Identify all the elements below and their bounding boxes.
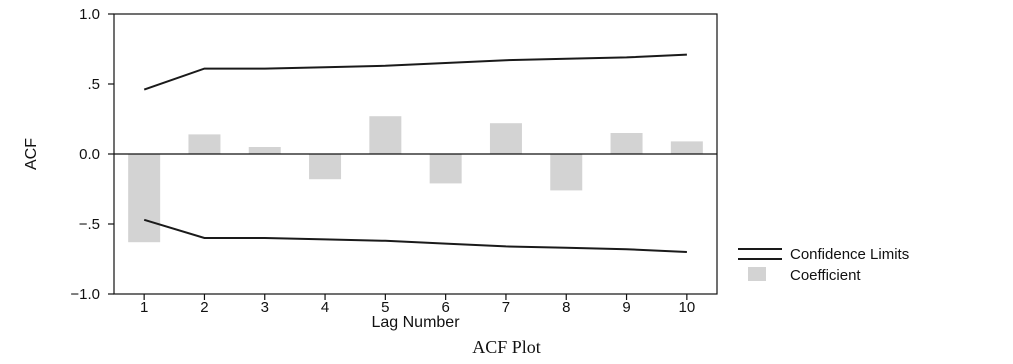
- bar-lag-7: [489, 123, 522, 154]
- legend: Confidence Limits Coefficient: [738, 246, 909, 284]
- x-tick-label: 10: [679, 299, 696, 316]
- x-tick-label: 2: [200, 299, 208, 316]
- figure-caption: ACF Plot: [472, 337, 541, 357]
- bar-lag-5: [369, 116, 402, 154]
- y-tick-label: −1.0: [70, 286, 100, 303]
- bar-lag-2: [188, 134, 221, 154]
- x-tick-label: 7: [502, 299, 510, 316]
- bar-lag-10: [670, 141, 703, 154]
- x-tick-label: 9: [622, 299, 630, 316]
- x-tick-label: 1: [140, 299, 148, 316]
- x-tick-label: 6: [441, 299, 449, 316]
- y-axis-ticks: 1.0 .5 0.0 −.5 −1.0: [70, 6, 114, 303]
- y-tick-label: 1.0: [79, 6, 100, 23]
- bars-group: [128, 116, 703, 243]
- legend-label-coefficient: Coefficient: [790, 267, 861, 284]
- bar-lag-4: [309, 154, 342, 180]
- y-tick-label: .5: [87, 76, 100, 93]
- y-axis-title: ACF: [23, 138, 40, 170]
- y-tick-label: 0.0: [79, 146, 100, 163]
- upper-confidence-line: [143, 53, 687, 91]
- x-tick-label: 3: [261, 299, 269, 316]
- bar-lag-3: [248, 147, 281, 154]
- x-tick-label: 5: [381, 299, 389, 316]
- bar-lag-8: [550, 154, 583, 191]
- bar-lag-6: [429, 154, 462, 184]
- y-tick-label: −.5: [79, 216, 100, 233]
- legend-bar-swatch: [748, 267, 766, 281]
- x-axis-ticks: 1 2 3 4 5 6 7 8 9 10: [140, 294, 695, 316]
- legend-label-confidence-limits: Confidence Limits: [790, 246, 909, 263]
- bar-lag-1: [128, 154, 161, 243]
- lower-confidence-line: [143, 218, 687, 253]
- bar-lag-9: [610, 133, 643, 154]
- x-tick-label: 4: [321, 299, 329, 316]
- x-axis-title: Lag Number: [371, 314, 460, 331]
- x-tick-label: 8: [562, 299, 570, 316]
